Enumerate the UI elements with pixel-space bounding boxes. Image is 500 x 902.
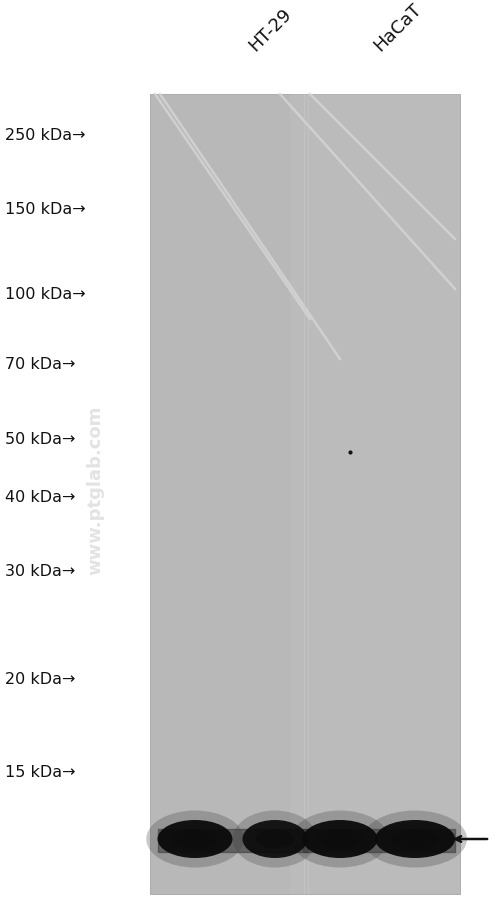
Ellipse shape	[233, 811, 318, 868]
Bar	[150, 95, 460, 894]
Ellipse shape	[291, 811, 389, 868]
Ellipse shape	[242, 820, 308, 858]
Text: 250 kDa→: 250 kDa→	[5, 127, 86, 143]
Text: 30 kDa→: 30 kDa→	[5, 564, 75, 579]
Text: www.ptglab.com: www.ptglab.com	[86, 405, 104, 574]
Ellipse shape	[256, 830, 294, 849]
Text: 150 kDa→: 150 kDa→	[5, 202, 86, 217]
Text: 20 kDa→: 20 kDa→	[5, 672, 76, 686]
Text: 100 kDa→: 100 kDa→	[5, 287, 86, 302]
Text: 50 kDa→: 50 kDa→	[5, 432, 76, 447]
Ellipse shape	[318, 830, 362, 849]
Ellipse shape	[363, 811, 467, 868]
Ellipse shape	[172, 830, 218, 849]
Ellipse shape	[158, 820, 232, 858]
Ellipse shape	[302, 820, 378, 858]
Text: HT-29: HT-29	[245, 5, 295, 55]
Ellipse shape	[391, 830, 439, 849]
Text: 70 kDa→: 70 kDa→	[5, 357, 76, 373]
Ellipse shape	[146, 811, 244, 868]
Ellipse shape	[375, 820, 455, 858]
Text: 40 kDa→: 40 kDa→	[5, 490, 76, 505]
Text: HaCaT: HaCaT	[370, 0, 424, 55]
Bar	[290, 95, 460, 894]
Text: 15 kDa→: 15 kDa→	[5, 765, 76, 779]
